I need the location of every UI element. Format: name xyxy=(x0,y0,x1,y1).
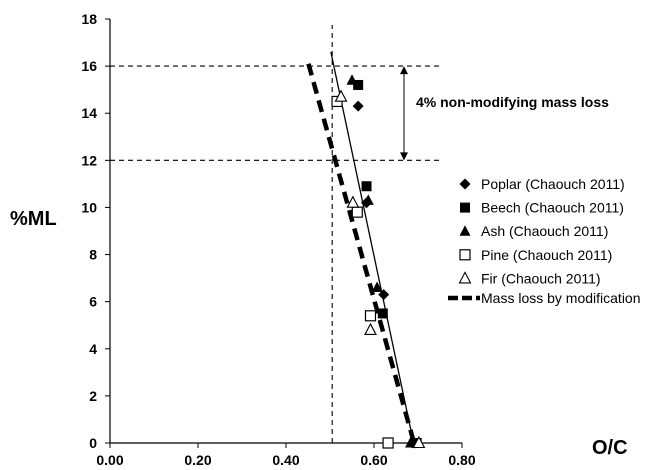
data-point-triangle-filled-2-0 xyxy=(346,74,358,85)
x-axis-title: O/C xyxy=(592,437,628,459)
legend-label-3: Pine (Chaouch 2011) xyxy=(481,247,612,263)
x-tick-label: 0.00 xyxy=(96,452,123,468)
annotation-label: 4% non-modifying mass loss xyxy=(416,94,609,110)
data-point-triangle-open-4-2 xyxy=(364,322,377,335)
y-tick-label: 16 xyxy=(81,58,97,74)
trend-line xyxy=(330,51,415,444)
reference-lines xyxy=(110,25,440,443)
legend-label-2: Ash (Chaouch 2011) xyxy=(481,223,608,239)
annotation-arrow-head-up xyxy=(400,66,408,75)
y-tick-label: 14 xyxy=(81,105,97,121)
legend-label-0: Poplar (Chaouch 2011) xyxy=(481,176,625,192)
data-point-triangle-open-4-1 xyxy=(346,195,360,208)
data-point-square-open-3-3 xyxy=(382,437,394,449)
data-point-triangle-filled-2-1 xyxy=(362,194,374,205)
data-point-square-open-3-2 xyxy=(364,310,377,322)
x-tick-label: 0.20 xyxy=(184,452,211,468)
y-tick-label: 12 xyxy=(81,152,97,168)
legend: Poplar (Chaouch 2011) Beech (Chaouch 2011… xyxy=(448,176,641,306)
x-tick-label: 0.60 xyxy=(360,452,387,468)
y-tick-label: 0 xyxy=(89,435,97,451)
data-points xyxy=(331,74,426,449)
legend-marker-3 xyxy=(459,249,471,261)
data-point-square-filled-1-2 xyxy=(377,308,388,319)
data-point-triangle-open-4-3 xyxy=(412,435,426,449)
y-tick-label: 6 xyxy=(89,294,97,310)
axes: 0.00 0.20 0.40 0.60 0.80 0 2 4 6 8 10 12 14 16 18 xyxy=(81,11,475,468)
data-point-triangle-filled-2-3 xyxy=(405,437,417,448)
legend-label-line: Mass loss by modification xyxy=(481,290,641,306)
legend-marker-2 xyxy=(459,225,471,236)
legend-marker-4 xyxy=(458,271,472,284)
legend-marker-0 xyxy=(459,178,471,190)
x-tick-label: 0.80 xyxy=(448,452,475,468)
legend-label-4: Fir (Chaouch 2011) xyxy=(481,270,601,286)
data-point-square-open-3-1 xyxy=(351,206,363,218)
y-tick-label: 8 xyxy=(89,247,97,263)
annotation: 4% non-modifying mass loss xyxy=(400,66,609,161)
data-point-diamond-filled-0-0 xyxy=(352,100,364,112)
fit-lines xyxy=(306,51,417,444)
legend-marker-1 xyxy=(460,202,470,213)
mass-loss-modification-line xyxy=(306,63,417,444)
y-tick-label: 18 xyxy=(81,11,97,27)
y-tick-label: 2 xyxy=(89,388,97,404)
data-point-triangle-filled-2-2 xyxy=(371,281,383,293)
data-point-square-filled-1-0 xyxy=(353,79,364,90)
data-point-triangle-open-4-0 xyxy=(334,89,348,102)
legend-label-1: Beech (Chaouch 2011) xyxy=(481,200,624,216)
x-tick-label: 0.40 xyxy=(272,452,299,468)
y-tick-label: 4 xyxy=(89,341,97,357)
y-tick-label: 10 xyxy=(81,199,97,215)
data-point-square-filled-1-1 xyxy=(361,181,372,192)
y-axis-title: %ML xyxy=(10,208,57,230)
annotation-arrow-head-down xyxy=(400,152,408,161)
